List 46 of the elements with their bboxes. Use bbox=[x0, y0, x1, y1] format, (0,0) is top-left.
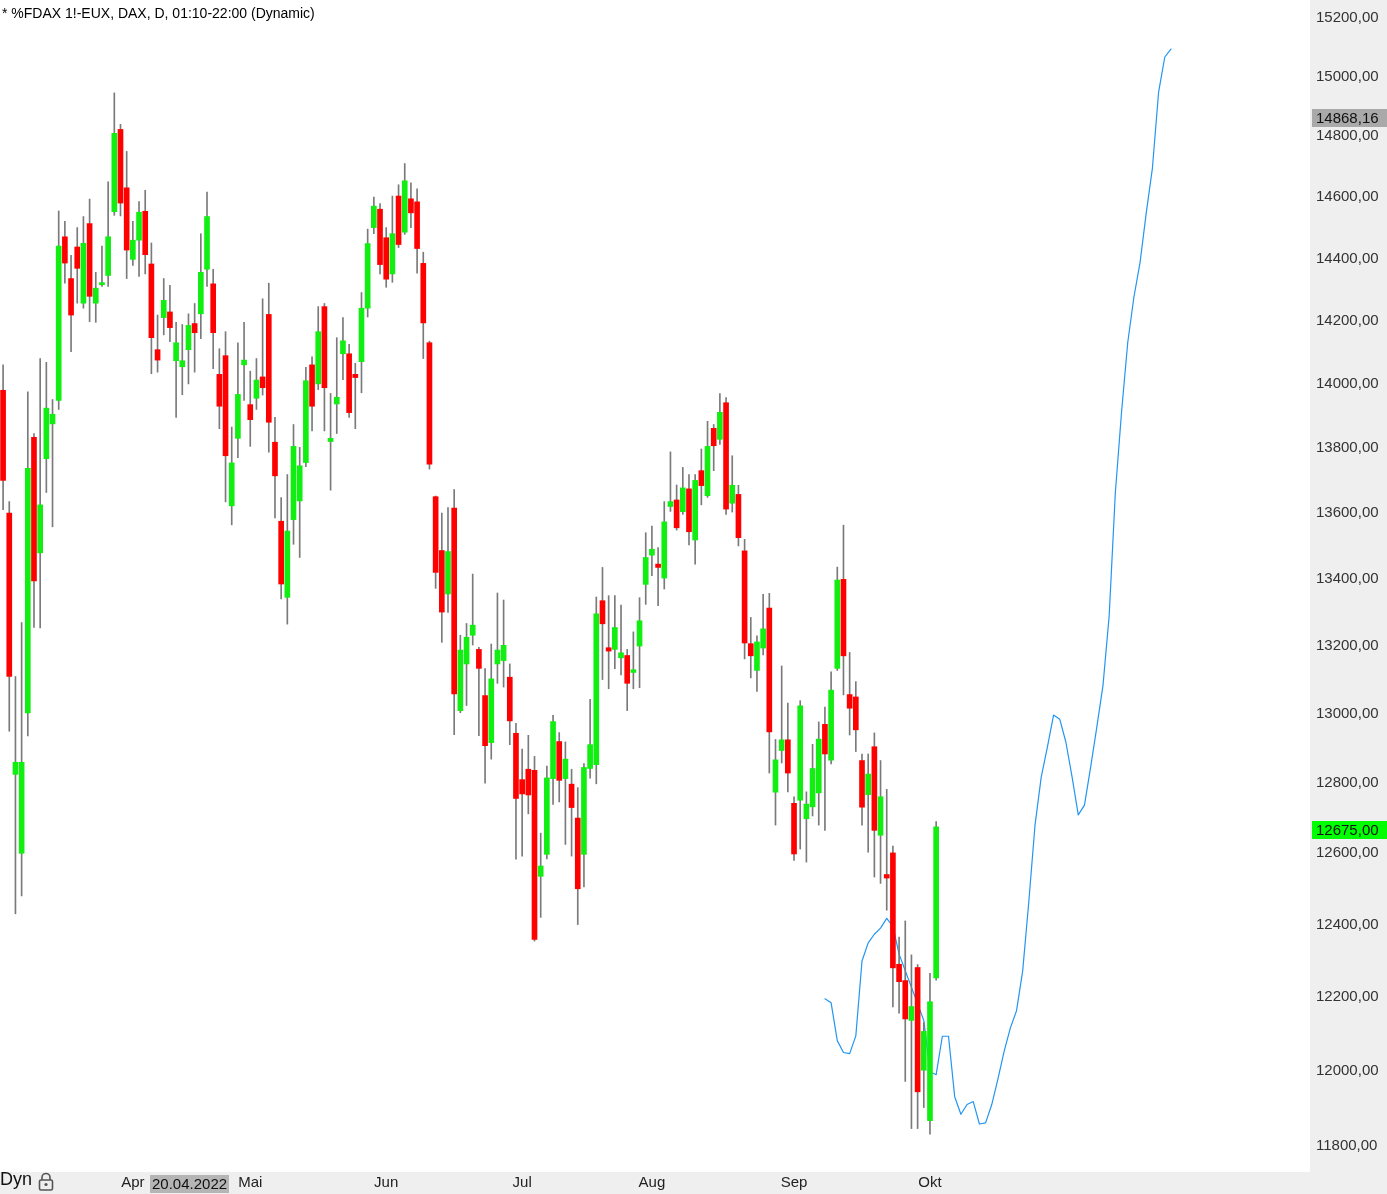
text: 12675,00 bbox=[1312, 821, 1387, 839]
y-tick-label: 12400,00 bbox=[1316, 914, 1379, 932]
y-tick-label: 12800,00 bbox=[1316, 773, 1379, 791]
x-tick-label: Aug bbox=[638, 1173, 666, 1191]
y-tick-label: 14200,00 bbox=[1316, 310, 1379, 328]
y-tick-label: 14000,00 bbox=[1316, 374, 1379, 392]
candlestick bbox=[537, 832, 544, 918]
x-tick-label: Jul bbox=[512, 1173, 532, 1191]
y-tick-label: 13800,00 bbox=[1316, 438, 1379, 456]
candlestick bbox=[99, 245, 105, 287]
candlestick bbox=[340, 317, 346, 381]
text: 14868,16 bbox=[1312, 109, 1387, 127]
y-tick-label: 13200,00 bbox=[1316, 636, 1379, 654]
candlestick bbox=[865, 753, 872, 853]
y-tick-label: 12000,00 bbox=[1316, 1060, 1379, 1078]
candlestick bbox=[649, 525, 655, 577]
candlestick bbox=[655, 547, 661, 607]
candlestick bbox=[747, 617, 754, 679]
y-tick-label: 14400,00 bbox=[1316, 248, 1379, 266]
x-tick-label: Sep bbox=[780, 1173, 808, 1191]
candlestick bbox=[469, 573, 476, 646]
y-tick-label: 13000,00 bbox=[1316, 704, 1379, 722]
candlestick bbox=[822, 706, 828, 831]
candlestick bbox=[618, 604, 624, 676]
chart-title: * %FDAX 1!-EUX, DAX, D, 01:10-22:00 (Dynamic) bbox=[2, 5, 315, 21]
y-tick-label: 12200,00 bbox=[1316, 987, 1379, 1005]
x-tick-label: Jun bbox=[374, 1173, 399, 1191]
y-tick-label: 14800,00 bbox=[1316, 126, 1379, 144]
candlestick bbox=[247, 370, 254, 447]
y-tick-label: 11800,00 bbox=[1316, 1135, 1378, 1153]
y-tick-label: 12600,00 bbox=[1316, 843, 1379, 861]
candlestick bbox=[476, 647, 482, 737]
x-tick-label: Apr bbox=[121, 1173, 145, 1191]
candlestick bbox=[778, 665, 785, 764]
annotation: Dyn bbox=[0, 1169, 33, 1189]
candlestick bbox=[241, 321, 247, 401]
text: 20.04.2022 bbox=[150, 1175, 230, 1193]
candlestick bbox=[37, 358, 43, 629]
y-tick-label: 15000,00 bbox=[1316, 66, 1379, 84]
x-tick-label: Mai bbox=[238, 1173, 263, 1191]
candlestick bbox=[333, 337, 340, 434]
x-tick-label: Okt bbox=[918, 1173, 943, 1191]
y-tick-label: 13600,00 bbox=[1316, 503, 1379, 521]
y-tick-label: 15200,00 bbox=[1316, 7, 1379, 25]
y-tick-label: 14600,00 bbox=[1316, 187, 1379, 205]
y-tick-label: 13400,00 bbox=[1316, 569, 1379, 587]
